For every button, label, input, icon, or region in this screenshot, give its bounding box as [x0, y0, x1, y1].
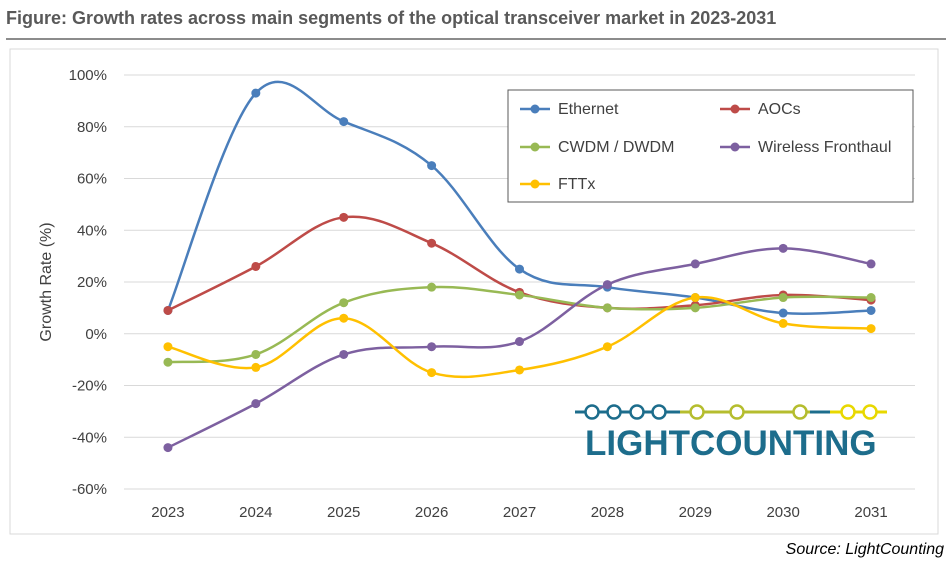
series-fttx — [163, 293, 876, 379]
data-point — [427, 238, 437, 248]
y-tick-label: 20% — [77, 274, 107, 291]
legend-swatch-marker — [730, 142, 740, 152]
logo-ring — [606, 404, 622, 420]
data-point — [427, 368, 437, 378]
legend-swatch-marker — [530, 104, 540, 114]
legend-label: Wireless Fronthaul — [758, 139, 891, 156]
data-point — [866, 259, 876, 269]
data-point — [339, 298, 349, 308]
data-point — [690, 259, 700, 269]
data-point — [866, 305, 876, 315]
x-tick-label: 2030 — [766, 504, 799, 521]
logo-rings — [584, 404, 878, 420]
x-tick-label: 2031 — [854, 504, 887, 521]
logo-ring — [862, 404, 878, 420]
data-point — [515, 337, 524, 347]
lightcounting-logo: LIGHTCOUNTING — [575, 404, 887, 463]
data-point — [163, 443, 173, 453]
x-tick-label: 2024 — [239, 504, 272, 521]
data-point — [515, 365, 524, 375]
x-tick-label: 2029 — [679, 504, 712, 521]
data-point — [251, 88, 261, 98]
logo-ring — [729, 404, 745, 420]
data-point — [251, 362, 261, 372]
legend-item: Wireless Fronthaul — [720, 139, 891, 156]
series-wireless-fronthaul — [163, 243, 876, 453]
source-note: Source: LightCounting — [785, 541, 944, 558]
y-tick-label: -60% — [72, 481, 107, 498]
data-point — [163, 305, 173, 315]
data-point — [427, 161, 437, 171]
logo-ring — [629, 404, 645, 420]
legend-label: CWDM / DWDM — [558, 139, 674, 156]
data-point — [339, 212, 349, 222]
y-tick-label: 0% — [85, 326, 107, 343]
logo-ring — [584, 404, 600, 420]
data-point — [778, 308, 788, 318]
logo-ring — [689, 404, 705, 420]
legend-item: Ethernet — [520, 101, 619, 118]
data-point — [866, 324, 876, 334]
x-tick-label: 2023 — [151, 504, 184, 521]
legend-label: FTTx — [558, 176, 595, 193]
x-tick-label: 2028 — [591, 504, 624, 521]
legend: Ethernet AOCs CWDM / DWDM Wireless Fronthau… — [520, 101, 891, 193]
legend-item: FTTx — [520, 176, 595, 193]
data-point — [778, 243, 788, 253]
data-point — [602, 303, 612, 313]
y-axis-label: Growth Rate (%) — [38, 222, 55, 341]
data-point — [163, 342, 173, 352]
y-tick-label: -40% — [72, 429, 107, 446]
data-point — [251, 261, 261, 271]
data-point — [866, 293, 876, 303]
data-point — [339, 349, 349, 359]
data-point — [427, 282, 437, 292]
x-tick-label: 2027 — [503, 504, 536, 521]
data-point — [339, 117, 349, 127]
legend-item: CWDM / DWDM — [520, 139, 674, 156]
figure-title: Figure: Growth rates across main segment… — [6, 8, 777, 28]
data-point — [251, 349, 261, 359]
y-tick-label: 100% — [69, 67, 107, 84]
y-tick-label: 80% — [77, 119, 107, 136]
logo-text: LIGHTCOUNTING — [585, 424, 877, 463]
data-point — [690, 293, 700, 303]
data-point — [515, 290, 524, 300]
data-point — [339, 313, 349, 323]
legend-swatch-marker — [530, 142, 540, 152]
data-point — [251, 399, 261, 409]
legend-box — [507, 89, 914, 203]
y-tick-label: 60% — [77, 171, 107, 188]
data-point — [778, 318, 788, 328]
title-divider — [6, 38, 946, 40]
x-axis-ticks: 2023 2024 2025 2026 2027 2028 2029 2030 2031 — [151, 504, 887, 521]
legend-label: AOCs — [758, 101, 801, 118]
data-point — [427, 342, 437, 352]
logo-ring — [651, 404, 667, 420]
legend-item: AOCs — [720, 101, 801, 118]
data-point — [690, 303, 700, 313]
logo-ring — [792, 404, 808, 420]
y-tick-label: -20% — [72, 378, 107, 395]
data-point — [515, 264, 524, 274]
legend-swatch-marker — [530, 179, 540, 189]
data-point — [163, 357, 173, 367]
series-layer — [163, 80, 876, 453]
y-tick-label: 40% — [77, 222, 107, 239]
legend-swatch-marker — [730, 104, 740, 114]
series-cwdm-dwdm — [163, 282, 876, 367]
legend-label: Ethernet — [558, 101, 619, 118]
y-axis-ticks: -60% -40% -20% 0% 20% 40% 60% 80% 100% — [69, 67, 107, 498]
x-tick-label: 2025 — [327, 504, 360, 521]
x-tick-label: 2026 — [415, 504, 448, 521]
data-point — [602, 280, 612, 290]
logo-ring — [840, 404, 856, 420]
data-point — [602, 342, 612, 352]
data-point — [778, 293, 788, 303]
